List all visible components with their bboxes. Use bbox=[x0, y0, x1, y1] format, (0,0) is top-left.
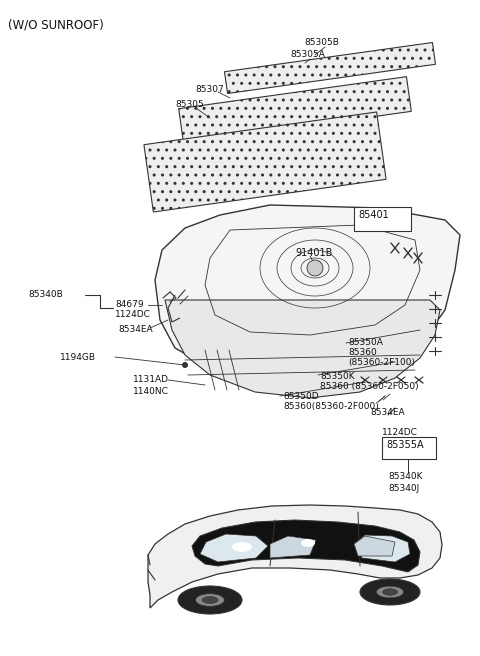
Text: (85360-2F100): (85360-2F100) bbox=[348, 358, 415, 367]
Circle shape bbox=[307, 260, 323, 276]
Text: 85305: 85305 bbox=[175, 100, 204, 109]
Text: 85340J: 85340J bbox=[388, 484, 419, 493]
Ellipse shape bbox=[196, 594, 225, 606]
Text: 85360(85360-2F000): 85360(85360-2F000) bbox=[283, 402, 379, 411]
FancyBboxPatch shape bbox=[354, 207, 411, 231]
Text: 85340K: 85340K bbox=[388, 472, 422, 481]
Polygon shape bbox=[270, 536, 316, 558]
Text: 85350A: 85350A bbox=[348, 338, 383, 347]
Polygon shape bbox=[192, 520, 420, 572]
Text: 85350D: 85350D bbox=[283, 392, 319, 401]
Text: 1124DC: 1124DC bbox=[115, 310, 151, 319]
Text: 85360 (85360-2F050): 85360 (85360-2F050) bbox=[320, 382, 419, 391]
Polygon shape bbox=[354, 536, 395, 556]
Text: 8534EA: 8534EA bbox=[370, 408, 405, 417]
FancyBboxPatch shape bbox=[382, 437, 436, 459]
Ellipse shape bbox=[178, 586, 242, 614]
Polygon shape bbox=[354, 535, 410, 562]
Text: 85350K: 85350K bbox=[320, 372, 355, 381]
Text: 85340B: 85340B bbox=[28, 290, 63, 299]
Text: 1124DC: 1124DC bbox=[382, 428, 418, 437]
Text: 91401B: 91401B bbox=[295, 248, 332, 258]
Text: 1131AD: 1131AD bbox=[133, 375, 169, 384]
Polygon shape bbox=[144, 112, 386, 212]
Ellipse shape bbox=[376, 586, 404, 598]
Text: 85360: 85360 bbox=[348, 348, 377, 357]
Ellipse shape bbox=[232, 542, 252, 552]
Ellipse shape bbox=[301, 539, 315, 547]
Text: 85401: 85401 bbox=[358, 210, 389, 220]
Text: 85305B: 85305B bbox=[304, 38, 339, 47]
Polygon shape bbox=[225, 43, 435, 94]
Ellipse shape bbox=[383, 588, 397, 595]
Polygon shape bbox=[165, 300, 440, 398]
Text: 84679: 84679 bbox=[115, 300, 144, 309]
Text: 85307: 85307 bbox=[195, 85, 224, 94]
Text: (W/O SUNROOF): (W/O SUNROOF) bbox=[8, 18, 104, 31]
Polygon shape bbox=[200, 534, 268, 562]
Polygon shape bbox=[179, 77, 411, 143]
Polygon shape bbox=[148, 505, 442, 608]
Text: 1194GB: 1194GB bbox=[60, 353, 96, 362]
Text: 85355A: 85355A bbox=[386, 440, 424, 450]
Ellipse shape bbox=[202, 596, 218, 604]
Text: 8534EA: 8534EA bbox=[118, 325, 153, 334]
Polygon shape bbox=[155, 205, 460, 378]
Text: 1140NC: 1140NC bbox=[133, 387, 169, 396]
Circle shape bbox=[182, 362, 188, 368]
Text: 85305A: 85305A bbox=[290, 50, 325, 59]
Ellipse shape bbox=[360, 579, 420, 605]
